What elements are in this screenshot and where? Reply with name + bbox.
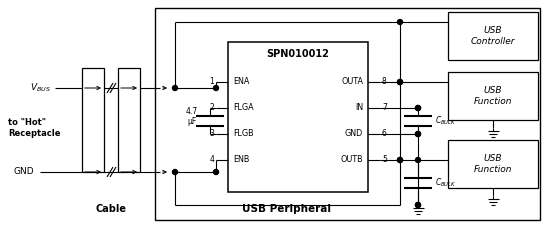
Text: FLGB: FLGB	[233, 129, 254, 139]
Text: SPN010012: SPN010012	[266, 49, 329, 59]
Text: USB
Controller: USB Controller	[471, 26, 515, 46]
Circle shape	[173, 85, 178, 91]
Text: IN: IN	[355, 103, 363, 113]
Text: USB
Function: USB Function	[474, 86, 512, 106]
Bar	[118, 68, 140, 172]
Circle shape	[415, 132, 420, 136]
Circle shape	[397, 80, 402, 84]
Text: ENA: ENA	[233, 77, 249, 87]
Bar	[448, 12, 538, 60]
Text: 5: 5	[382, 156, 387, 165]
Text: 4: 4	[209, 156, 214, 165]
Text: to "Hot"
Receptacle: to "Hot" Receptacle	[8, 118, 60, 138]
Text: Cable: Cable	[95, 204, 127, 214]
Circle shape	[397, 80, 402, 84]
Text: $C_{BULK}$: $C_{BULK}$	[435, 115, 456, 127]
Text: 4.7: 4.7	[186, 107, 198, 117]
Text: USB Peripheral: USB Peripheral	[242, 204, 330, 214]
Circle shape	[214, 85, 219, 91]
Circle shape	[415, 106, 420, 110]
Text: OUTB: OUTB	[340, 156, 363, 165]
Bar	[448, 140, 538, 188]
Text: 6: 6	[382, 129, 387, 139]
Text: 7: 7	[382, 103, 387, 113]
Text: 1: 1	[209, 77, 214, 87]
Text: μF: μF	[187, 117, 197, 125]
Circle shape	[397, 157, 402, 162]
Text: 2: 2	[209, 103, 214, 113]
Text: 3: 3	[209, 129, 214, 139]
Text: $C_{BULK}$: $C_{BULK}$	[435, 176, 456, 189]
Text: FLGA: FLGA	[233, 103, 254, 113]
Bar	[448, 72, 538, 120]
Text: OUTA: OUTA	[341, 77, 363, 87]
Bar	[82, 68, 104, 172]
Bar	[228, 42, 368, 192]
Circle shape	[415, 106, 420, 110]
Circle shape	[397, 19, 402, 25]
Circle shape	[415, 157, 420, 162]
Text: ENB: ENB	[233, 156, 249, 165]
Circle shape	[415, 202, 420, 208]
Text: GND: GND	[14, 168, 35, 176]
Circle shape	[397, 157, 402, 162]
Text: 8: 8	[382, 77, 387, 87]
Bar	[155, 8, 540, 220]
Circle shape	[214, 169, 219, 175]
Circle shape	[415, 202, 420, 208]
Text: USB
Function: USB Function	[474, 154, 512, 174]
Circle shape	[173, 169, 178, 175]
Circle shape	[415, 132, 420, 136]
Text: $V_{BUS}$: $V_{BUS}$	[30, 82, 51, 94]
Text: GND: GND	[345, 129, 363, 139]
